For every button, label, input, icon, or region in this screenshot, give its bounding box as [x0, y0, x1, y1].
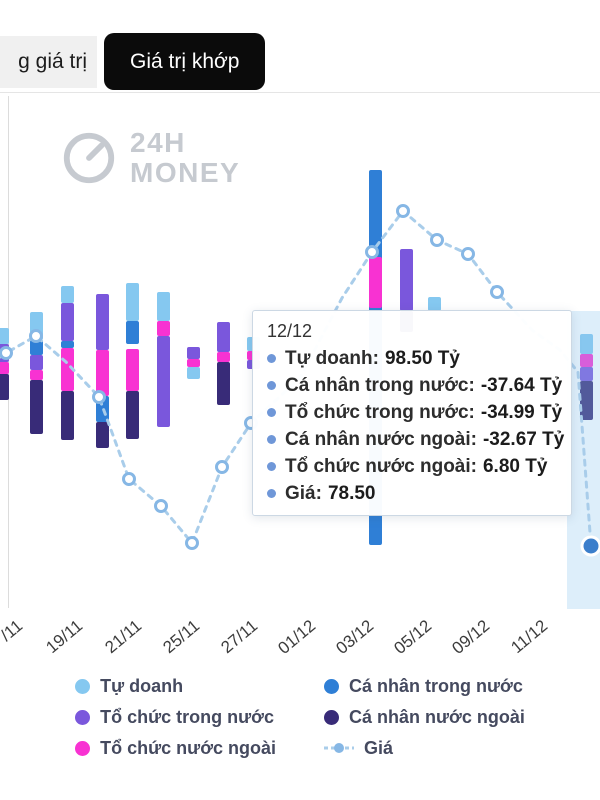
tooltip-row: Cá nhân trong nước: -37.64 Tỷ — [267, 372, 562, 399]
tab-volume-value[interactable]: g giá trị — [0, 36, 97, 88]
bar-segment-to_chuc_trong_nuoc[interactable] — [30, 355, 43, 370]
bar-segment-to_chuc_nuoc_ngoai[interactable] — [157, 321, 170, 336]
bar-segment-ca_nhan_trong_nuoc[interactable] — [126, 321, 139, 344]
tooltip-bullet-icon — [267, 408, 276, 417]
legend-dot-icon — [324, 678, 340, 694]
bar-segment-to_chuc_nuoc_ngoai[interactable] — [369, 257, 382, 308]
watermark-line2: MONEY — [130, 157, 241, 188]
legend-item-tu_doanh[interactable]: Tự doanh — [75, 674, 276, 698]
legend-item-ca_nhan_nuoc_ngoai[interactable]: Cá nhân nước ngoài — [324, 705, 525, 729]
bar-segment-tu_doanh[interactable] — [157, 292, 170, 321]
bar-segment-ca_nhan_trong_nuoc[interactable] — [30, 340, 43, 355]
tabbar-divider — [0, 92, 600, 93]
legend-label: Tự doanh — [100, 675, 184, 696]
bar-segment-to_chuc_trong_nuoc[interactable] — [217, 322, 230, 352]
legend-label: Tổ chức trong nước — [100, 706, 274, 727]
tooltip-row: Tự doanh: 98.50 Tỷ — [267, 345, 557, 372]
bar-segment-to_chuc_trong_nuoc[interactable] — [187, 347, 200, 359]
legend-dashed-line-icon — [324, 743, 355, 753]
legend-column: Cá nhân trong nước Cá nhân nước ngoài Giá — [324, 674, 525, 760]
tooltip-label: Tự doanh: — [285, 347, 379, 369]
bar-segment-ca_nhan_nuoc_ngoai[interactable] — [61, 391, 74, 440]
legend-label: Tổ chức nước ngoài — [100, 737, 277, 758]
tooltip-label: Cá nhân trong nước: — [285, 374, 475, 396]
tooltip-value: -34.99 Tỷ — [480, 401, 563, 423]
chart-tooltip: 12/12 Tự doanh: 98.50 Tỷ Cá nhân trong nướ… — [252, 310, 572, 516]
legend-dot-icon — [75, 740, 91, 756]
tooltip-row: Tổ chức trong nước: -34.99 Tỷ — [267, 399, 562, 426]
bar-segment-to_chuc_trong_nuoc[interactable] — [157, 336, 170, 427]
tooltip-label: Cá nhân nước ngoài: — [285, 428, 477, 450]
bar-segment-ca_nhan_nuoc_ngoai[interactable] — [126, 391, 139, 439]
bar-segment-to_chuc_nuoc_ngoai[interactable] — [217, 352, 230, 362]
bar-segment-to_chuc_trong_nuoc[interactable] — [61, 303, 74, 341]
bar-segment-ca_nhan_nuoc_ngoai[interactable] — [217, 362, 230, 405]
bar-segment-to_chuc_trong_nuoc[interactable] — [96, 294, 109, 350]
tooltip-rows: Tự doanh: 98.50 Tỷ Cá nhân trong nước: -37.… — [267, 345, 564, 507]
bar-segment-tu_doanh[interactable] — [428, 297, 441, 311]
tooltip-row: Cá nhân nước ngoài: -32.67 Tỷ — [267, 426, 564, 453]
tooltip-value: 78.50 — [327, 482, 376, 504]
legend-label: Cá nhân trong nước — [349, 675, 523, 696]
legend-label: Giá — [364, 737, 394, 758]
tooltip-bullet-icon — [267, 381, 276, 390]
tooltip-bullet-icon — [267, 435, 276, 444]
bar-segment-to_chuc_nuoc_ngoai[interactable] — [126, 349, 139, 391]
legend-item-to_chuc_trong_nuoc[interactable]: Tổ chức trong nước — [75, 705, 276, 729]
tooltip-label: Giá: — [285, 482, 322, 504]
bar-segment-ca_nhan_nuoc_ngoai[interactable] — [0, 374, 9, 400]
bar-segment-tu_doanh[interactable] — [61, 286, 74, 303]
legend-item-ca_nhan_trong_nuoc[interactable]: Cá nhân trong nước — [324, 674, 525, 698]
bar-segment-tu_doanh[interactable] — [126, 283, 139, 321]
tooltip-bullet-icon — [267, 462, 276, 471]
bar-segment-tu_doanh[interactable] — [187, 367, 200, 379]
bar-segment-to_chuc_nuoc_ngoai[interactable] — [61, 348, 74, 391]
tooltip-row: Giá: 78.50 — [267, 480, 557, 507]
bar-segment-to_chuc_trong_nuoc[interactable] — [400, 249, 413, 311]
legend-dot-icon — [75, 678, 91, 694]
24hmoney-logo-icon — [63, 132, 115, 184]
tooltip-value: -37.64 Tỷ — [480, 374, 563, 396]
bar-segment-ca_nhan_trong_nuoc[interactable] — [96, 396, 109, 422]
tab-matched-value[interactable]: Giá trị khớp — [104, 33, 266, 90]
bar-segment-ca_nhan_nuoc_ngoai[interactable] — [96, 422, 109, 448]
bar-segment-ca_nhan_nuoc_ngoai[interactable] — [30, 380, 43, 434]
bar-segment-to_chuc_nuoc_ngoai[interactable] — [187, 359, 200, 367]
legend-dot-icon — [324, 709, 340, 725]
watermark-line1: 24H — [130, 127, 186, 158]
tooltip-value: -32.67 Tỷ — [482, 428, 565, 450]
bar-segment-tu_doanh[interactable] — [0, 328, 9, 344]
legend-label: Cá nhân nước ngoài — [349, 706, 525, 727]
legend-item-gia[interactable]: Giá — [324, 736, 525, 760]
bar-segment-tu_doanh[interactable] — [30, 312, 43, 340]
tooltip-date: 12/12 — [267, 321, 313, 341]
tooltip-bullet-icon — [267, 354, 276, 363]
bar-segment-ca_nhan_trong_nuoc[interactable] — [61, 341, 74, 348]
bar-segment-to_chuc_nuoc_ngoai[interactable] — [96, 350, 109, 396]
tooltip-value: 98.50 Tỷ — [384, 347, 460, 369]
bar-segment-to_chuc_nuoc_ngoai[interactable] — [30, 370, 43, 380]
tooltip-value: 6.80 Tỷ — [482, 455, 548, 477]
bar-segment-to_chuc_trong_nuoc[interactable] — [0, 344, 9, 362]
legend-dot-icon — [75, 709, 91, 725]
legend-column: Tự doanh Tổ chức trong nước Tổ chức nước n… — [75, 674, 276, 760]
tooltip-bullet-icon — [267, 489, 276, 498]
bar-segment-to_chuc_nuoc_ngoai[interactable] — [0, 362, 9, 374]
watermark: 24H MONEY — [60, 128, 240, 188]
tooltip-label: Tổ chức trong nước: — [285, 401, 475, 423]
tooltip-row: Tổ chức nước ngoài: 6.80 Tỷ — [267, 453, 557, 480]
watermark-text: 24H MONEY — [130, 128, 240, 188]
legend: Tự doanh Tổ chức trong nước Tổ chức nước n… — [0, 674, 600, 760]
legend-item-to_chuc_nuoc_ngoai[interactable]: Tổ chức nước ngoài — [75, 736, 276, 760]
tooltip-label: Tổ chức nước ngoài: — [285, 455, 477, 477]
